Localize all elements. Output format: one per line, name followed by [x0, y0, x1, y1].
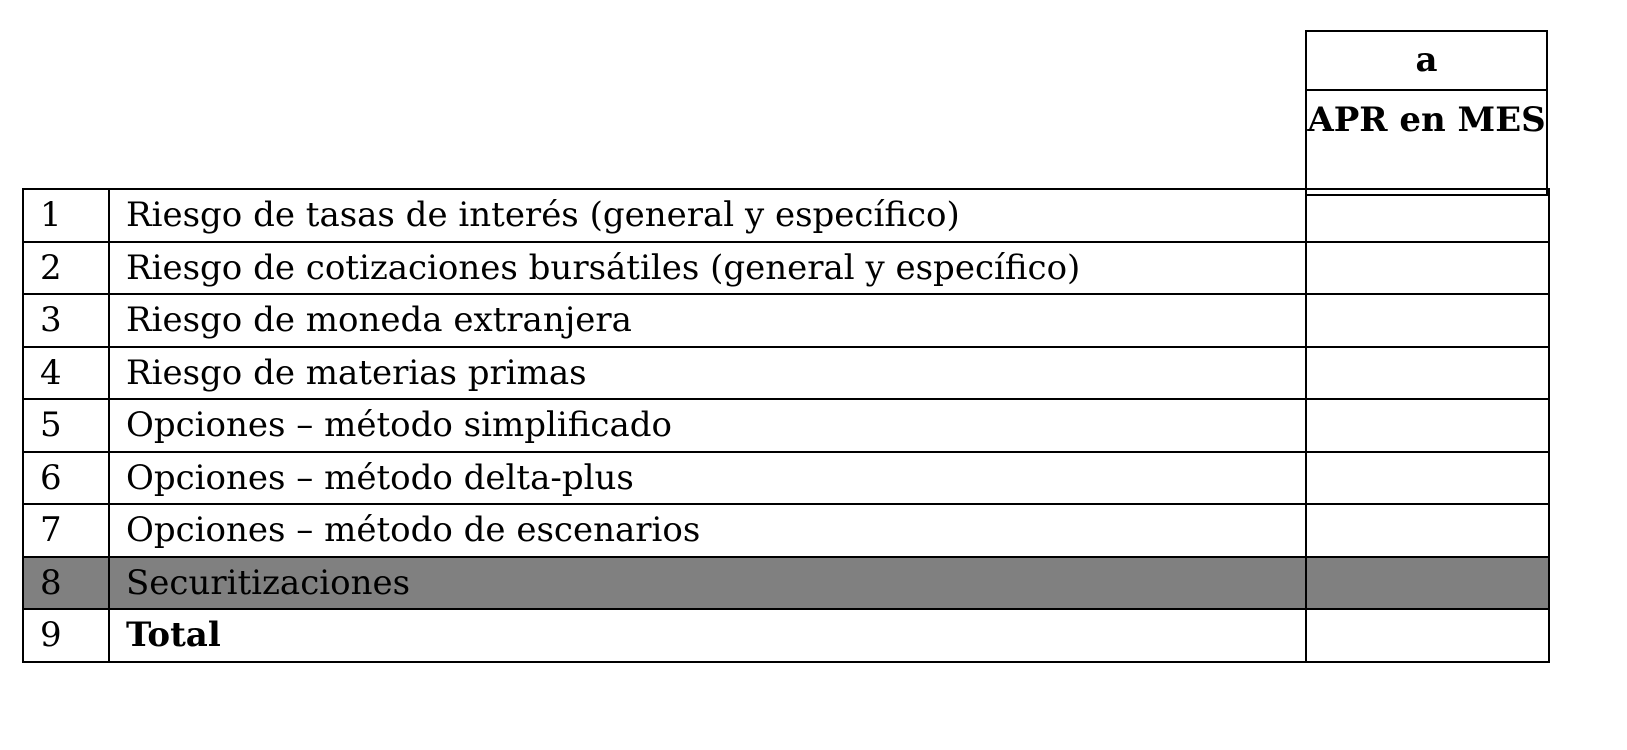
- row-number: 6: [22, 450, 110, 505]
- row-number: 3: [22, 293, 110, 348]
- table-row: 7 Opciones – método de escenarios: [22, 503, 1550, 558]
- row-label: Opciones – método delta-plus: [108, 450, 1307, 505]
- row-number: 8: [22, 555, 110, 610]
- row-value: [1305, 240, 1550, 295]
- table-row: 5 Opciones – método simplificado: [22, 398, 1550, 453]
- table-row: 2 Riesgo de cotizaciones bursátiles (gene…: [22, 240, 1550, 295]
- column-letter: a: [1307, 32, 1546, 91]
- row-value: [1305, 555, 1550, 610]
- row-number: 2: [22, 240, 110, 295]
- row-number: 9: [22, 608, 110, 663]
- table-row: 1 Riesgo de tasas de interés (general y e…: [22, 188, 1550, 243]
- row-label: Riesgo de materias primas: [108, 345, 1307, 400]
- row-value: [1305, 503, 1550, 558]
- row-value: [1305, 398, 1550, 453]
- row-label: Total: [108, 608, 1307, 663]
- row-label: Opciones – método de escenarios: [108, 503, 1307, 558]
- row-label: Opciones – método simplificado: [108, 398, 1307, 453]
- table-row: 4 Riesgo de materias primas: [22, 345, 1550, 400]
- column-header: a APR en MES: [1305, 30, 1548, 196]
- row-value: [1305, 450, 1550, 505]
- row-label: Riesgo de tasas de interés (general y es…: [108, 188, 1307, 243]
- row-number: 7: [22, 503, 110, 558]
- row-label: Securitizaciones: [108, 555, 1307, 610]
- row-label: Riesgo de moneda extranjera: [108, 293, 1307, 348]
- table-row: 3 Riesgo de moneda extranjera: [22, 293, 1550, 348]
- row-number: 1: [22, 188, 110, 243]
- row-value: [1305, 608, 1550, 663]
- row-number: 4: [22, 345, 110, 400]
- row-value: [1305, 293, 1550, 348]
- table-row: 8 Securitizaciones: [22, 555, 1550, 610]
- column-title: APR en MES: [1307, 100, 1546, 140]
- row-label: Riesgo de cotizaciones bursátiles (gener…: [108, 240, 1307, 295]
- row-number: 5: [22, 398, 110, 453]
- table-row: 9 Total: [22, 608, 1550, 663]
- market-risk-table: 1 Riesgo de tasas de interés (general y e…: [22, 188, 1550, 663]
- table-row: 6 Opciones – método delta-plus: [22, 450, 1550, 505]
- row-value: [1305, 188, 1550, 243]
- row-value: [1305, 345, 1550, 400]
